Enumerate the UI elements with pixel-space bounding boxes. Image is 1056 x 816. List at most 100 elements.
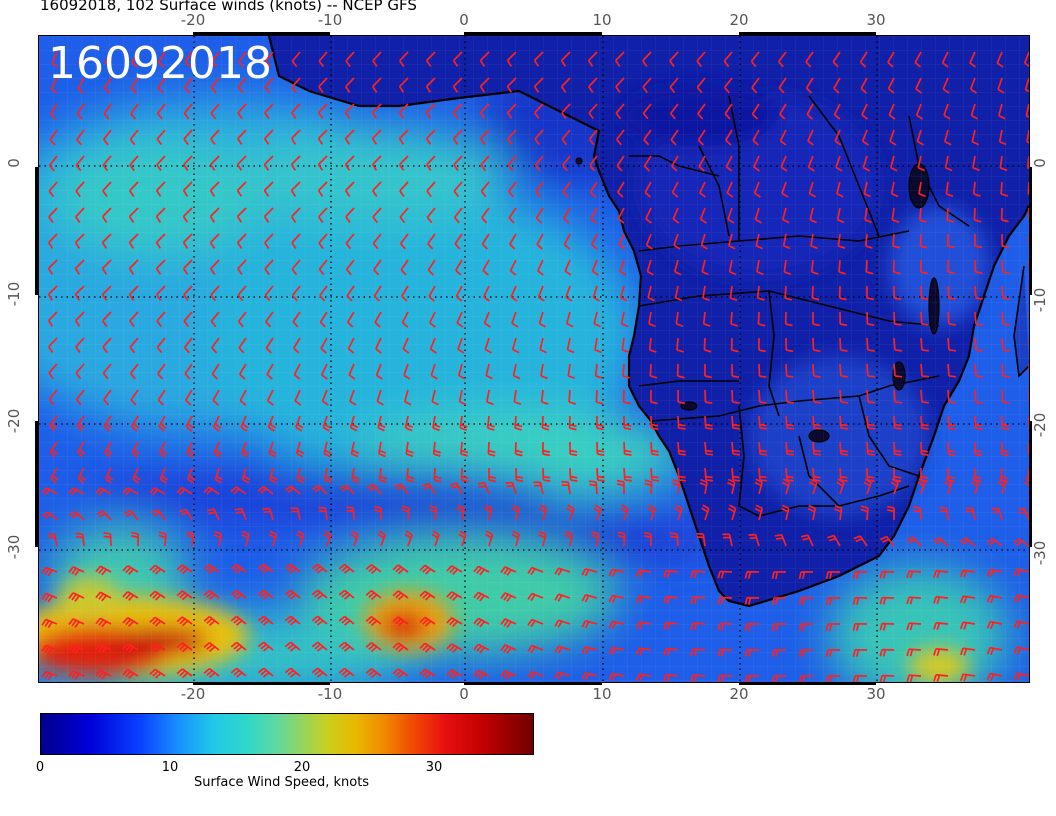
wind-barb-shaft <box>947 311 950 325</box>
wind-barb-flag <box>666 622 671 630</box>
wind-barb-shaft <box>893 441 896 455</box>
wind-barb-flag <box>484 533 492 539</box>
wind-barb-flag <box>47 242 54 249</box>
wind-barb-flag <box>755 504 763 510</box>
wind-barb-flag <box>125 489 132 496</box>
wind-barb-flag <box>758 323 766 327</box>
wind-barb-flag <box>102 190 108 198</box>
wind-barb-flag <box>732 475 740 479</box>
wind-barb-flag <box>554 645 560 653</box>
wind-barb-flag <box>915 88 923 94</box>
wind-barb-flag <box>624 479 632 482</box>
wind-barb-flag <box>635 647 640 655</box>
wind-barb-flag <box>506 621 512 628</box>
wind-barb-shaft <box>47 311 58 322</box>
wind-barb-flag <box>705 427 713 430</box>
wind-barb-shaft <box>781 181 787 194</box>
wind-barb-flag <box>401 295 408 302</box>
wind-barb-flag <box>128 672 135 679</box>
wind-barb-flag <box>402 348 410 354</box>
wind-barb-shaft <box>380 534 386 547</box>
wind-barb-flag <box>948 297 956 300</box>
wind-barb-shaft <box>650 481 653 495</box>
wind-barb-shaft <box>807 129 814 142</box>
colorbar-tick: 10 <box>161 760 179 775</box>
lon-tick-bottom: 10 <box>592 685 612 703</box>
wind-barb-flag <box>318 268 325 276</box>
wind-barb-flag <box>959 537 967 543</box>
wind-barb-flag <box>805 61 812 68</box>
wind-barb-flag <box>992 510 1000 514</box>
wind-barb-flag <box>149 616 156 623</box>
wind-barb-flag <box>102 164 109 172</box>
wind-barb-shaft <box>101 233 112 244</box>
wind-barb-shaft <box>590 207 598 219</box>
wind-barb-flag <box>372 242 379 250</box>
wind-barb-flag <box>670 139 677 146</box>
wind-barb-flag <box>1013 672 1019 680</box>
wind-barb-flag <box>936 622 941 631</box>
wind-barb-flag <box>730 297 738 302</box>
wind-barb-flag <box>539 504 547 510</box>
wind-barb-flag <box>264 294 271 302</box>
wind-barb-flag <box>103 535 111 539</box>
wind-barb-shaft <box>935 569 949 573</box>
wind-barb-flag <box>482 269 489 276</box>
wind-barb-flag <box>182 242 189 249</box>
wind-barb-flag <box>184 87 191 94</box>
wind-barb-shaft <box>534 155 544 166</box>
wind-barb-flag <box>913 509 921 513</box>
wind-barb-shaft <box>908 596 922 599</box>
wind-barb-flag <box>180 511 189 516</box>
wind-barb-flag <box>701 507 709 513</box>
wind-barb-shaft <box>50 77 58 90</box>
wind-barb-shaft <box>272 534 278 547</box>
wind-barb-flag <box>479 112 486 119</box>
wind-barb-flag <box>98 593 105 600</box>
wind-barb-flag <box>1018 511 1027 514</box>
wind-barb-flag <box>47 647 53 655</box>
wind-barb-shaft <box>963 569 976 573</box>
wind-barb-flag <box>479 620 485 628</box>
wind-barb-shaft <box>400 483 409 495</box>
wind-barb-flag <box>906 596 910 605</box>
wind-barb-flag <box>480 138 486 145</box>
wind-barb-flag <box>678 423 686 427</box>
wind-barb-flag <box>666 648 671 656</box>
wind-barb-flag <box>921 349 930 352</box>
wind-barb-shaft <box>756 285 760 299</box>
lat-tick-left: -10 <box>5 281 23 307</box>
wind-barb-flag <box>732 423 740 427</box>
wind-barb-shaft <box>866 337 869 351</box>
wind-barb-flag <box>646 270 654 276</box>
wind-barb-shaft <box>859 535 868 547</box>
wind-barb-flag <box>41 618 47 626</box>
wind-barb-flag <box>1016 647 1022 655</box>
wind-barb-flag <box>346 506 354 509</box>
wind-barb-flag <box>176 487 183 494</box>
wind-barb-shaft <box>290 155 301 166</box>
wind-barb-flag <box>215 475 223 481</box>
wind-barb-flag <box>449 618 456 626</box>
wind-barb-shaft <box>128 259 139 270</box>
wind-barb-flag <box>624 427 632 431</box>
wind-barb-flag <box>942 88 950 94</box>
wind-barb-shaft <box>805 77 814 89</box>
wind-barb-shaft <box>643 155 652 167</box>
wind-barb-flag <box>345 242 352 250</box>
wind-barb-flag <box>786 475 794 479</box>
wind-barb-flag <box>675 296 683 302</box>
wind-barb-flag <box>284 485 292 491</box>
wind-barb-shaft <box>76 103 85 115</box>
wind-barb-flag <box>566 322 574 328</box>
wind-barb-shaft <box>347 337 355 350</box>
wind-barb-flag <box>651 423 659 427</box>
wind-barb-shaft <box>482 259 490 271</box>
wind-barb-flag <box>616 483 625 487</box>
wind-barb-flag <box>651 479 660 482</box>
wind-barb-flag <box>419 564 426 571</box>
wind-barb-flag <box>650 401 658 405</box>
wind-barb-flag <box>181 568 189 575</box>
wind-barb-shaft <box>403 363 409 376</box>
wind-barb-flag <box>917 166 925 172</box>
